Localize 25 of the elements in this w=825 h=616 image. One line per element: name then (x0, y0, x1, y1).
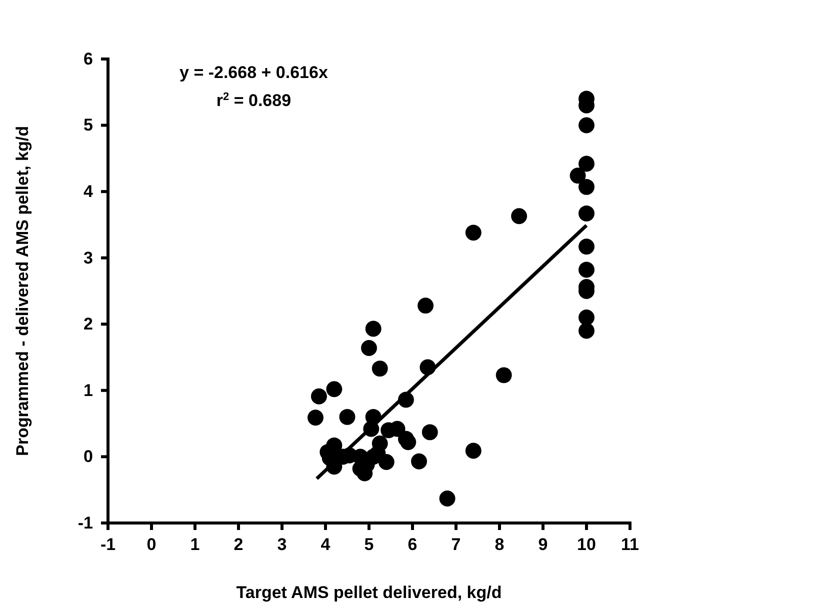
y-tick-label: 3 (84, 248, 93, 268)
x-tick-label: 3 (277, 535, 287, 554)
x-tick-label: 8 (494, 535, 504, 554)
x-tick-label: 6 (408, 535, 418, 554)
x-tick-label: 7 (451, 535, 461, 554)
x-tick-label: -1 (100, 535, 116, 554)
x-axis-title: Target AMS pellet delivered, kg/d (236, 583, 502, 602)
x-tick-label: 4 (320, 535, 331, 554)
y-tick-label: 2 (84, 314, 93, 334)
x-tick-label: 11 (621, 535, 639, 554)
x-tick-label: 0 (146, 535, 156, 554)
y-tick-label: -1 (78, 513, 93, 532)
y-tick-label: 1 (84, 380, 93, 400)
x-tick-label: 9 (538, 535, 548, 554)
x-tick-label: 5 (364, 535, 374, 554)
annotation: y = -2.668 + 0.616x (180, 63, 328, 82)
annotation: r$^{2}$ = 0.689 (216, 91, 292, 110)
y-tick-label: 6 (84, 49, 93, 68)
y-axis-title: Programmed - delivered AMS pellet, kg/d (13, 126, 32, 456)
x-tick-label: 2 (234, 535, 244, 554)
y-tick-label: 5 (84, 116, 93, 135)
y-tick-label: 4 (84, 182, 94, 202)
x-tick-label: 1 (190, 535, 200, 554)
x-tick-label: 10 (577, 535, 596, 554)
y-tick-label: 0 (84, 447, 93, 466)
